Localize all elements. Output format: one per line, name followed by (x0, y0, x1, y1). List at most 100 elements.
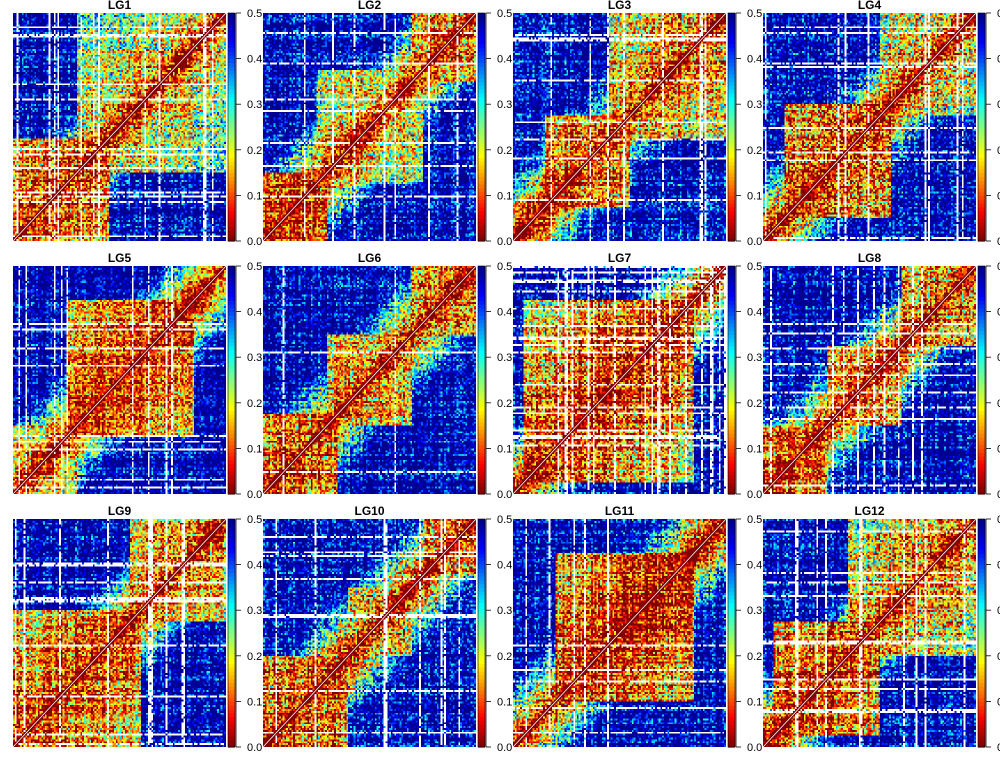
colorbar-tick-label: 0.1 (747, 696, 762, 708)
colorbar-segment (228, 210, 235, 215)
colorbar-segment (228, 467, 235, 472)
colorbar-segment (228, 471, 235, 476)
colorbar-segment (478, 20, 485, 25)
colorbar-segment (478, 406, 485, 411)
colorbar-segment (478, 319, 485, 324)
colorbar-segment (228, 568, 235, 573)
colorbar-frame (727, 265, 736, 495)
colorbar-segment (728, 421, 735, 427)
colorbar-segment (728, 625, 735, 630)
colorbar-tick-label: 0.2 (747, 651, 762, 663)
colorbar-tick-label: 0.5 (247, 261, 262, 273)
colorbar-segment (978, 545, 985, 550)
colorbar-tick-label: 0 (997, 54, 1000, 66)
colorbar-segment (228, 553, 235, 558)
colorbar-segment (978, 349, 985, 354)
colorbar-segment (978, 731, 985, 737)
colorbar-segment (478, 595, 485, 600)
colorbar-segment (978, 712, 985, 718)
colorbar-tick-label: 0.2 (497, 145, 512, 157)
colorbar-segment (728, 595, 735, 600)
colorbar-segment (478, 437, 485, 442)
colorbar-segment (228, 583, 235, 588)
colorbar-segment (228, 716, 235, 721)
colorbar-segment (478, 96, 485, 101)
colorbar-segment (478, 191, 485, 196)
colorbar-segment (728, 229, 735, 234)
colorbar-segment (728, 43, 735, 48)
colorbar-segment (228, 663, 235, 668)
colorbar-segment (228, 652, 235, 657)
colorbar-segment (478, 104, 485, 109)
colorbar-segment (228, 560, 235, 566)
colorbar-segment (228, 342, 235, 347)
colorbar-segment (728, 319, 735, 324)
diagonal-line (512, 265, 727, 495)
colorbar-segment (978, 739, 985, 744)
colorbar-segment (478, 206, 485, 212)
colorbar-segment (478, 13, 485, 18)
colorbar-tick-label: 0.0 (497, 489, 512, 501)
colorbar-segment (228, 598, 235, 604)
colorbar-segment (478, 402, 485, 408)
colorbar-segment (978, 304, 985, 309)
colorbar-frame (477, 12, 486, 242)
colorbar-segment (228, 648, 235, 653)
colorbar-segment (228, 693, 235, 699)
colorbar-segment (228, 686, 235, 691)
colorbar-segment (978, 395, 985, 400)
colorbar-segment (978, 576, 985, 581)
colorbar-segment (978, 111, 985, 117)
colorbar-segment (228, 617, 235, 623)
colorbar-tick-label: 0.0 (497, 742, 512, 754)
colorbar-segment (228, 338, 235, 343)
colorbar-segment (728, 564, 735, 569)
colorbar-segment (728, 77, 735, 82)
colorbar: 0.0 0.1 0.2 0.3 0.4 0.5 (727, 8, 762, 248)
colorbar-segment (978, 206, 985, 212)
colorbar: 0 0 0 0 0 0 (977, 514, 1000, 754)
panel-title: LG11 (605, 504, 635, 518)
colorbar-segment (978, 448, 985, 453)
colorbar-segment (228, 534, 235, 539)
colorbar-segment (978, 210, 985, 215)
colorbar-segment (978, 459, 985, 465)
colorbar-segment (728, 115, 735, 120)
colorbar-segment (478, 564, 485, 569)
colorbar-tick-label: 0.5 (497, 514, 512, 526)
panel-lg12: LG12 0 0 0 0 0 0 (762, 504, 1000, 754)
colorbar-segment (728, 58, 735, 63)
colorbar-tick-label: 0.3 (247, 605, 262, 617)
colorbar-segment (228, 161, 235, 166)
colorbar-segment (228, 311, 235, 316)
colorbar-segment (978, 357, 985, 362)
colorbar-segment (228, 478, 235, 484)
colorbar-segment (478, 24, 485, 29)
colorbar-segment (978, 292, 985, 297)
colorbar-segment (228, 176, 235, 181)
colorbar-segment (728, 70, 735, 75)
colorbar-segment (978, 530, 985, 535)
colorbar-segment (978, 372, 985, 377)
colorbar-segment (728, 731, 735, 737)
colorbar-segment (228, 459, 235, 465)
colorbar-segment (728, 153, 735, 158)
colorbar-segment (728, 89, 735, 94)
colorbar-segment (478, 743, 485, 748)
colorbar-segment (228, 237, 235, 242)
colorbar-segment (978, 32, 985, 37)
colorbar-segment (728, 693, 735, 699)
colorbar-segment (478, 617, 485, 623)
colorbar: 0 0 0 0 0 0 (977, 261, 1000, 501)
colorbar-segment (728, 682, 735, 687)
colorbar-segment (228, 705, 235, 710)
colorbar-segment (978, 440, 985, 446)
colorbar-segment (228, 39, 235, 44)
colorbar-segment (228, 43, 235, 48)
panel-title: LG9 (108, 504, 132, 518)
colorbar-segment (478, 218, 485, 223)
colorbar-segment (228, 357, 235, 362)
colorbar-segment (228, 149, 235, 155)
colorbar-segment (728, 598, 735, 604)
colorbar-segment (728, 576, 735, 581)
